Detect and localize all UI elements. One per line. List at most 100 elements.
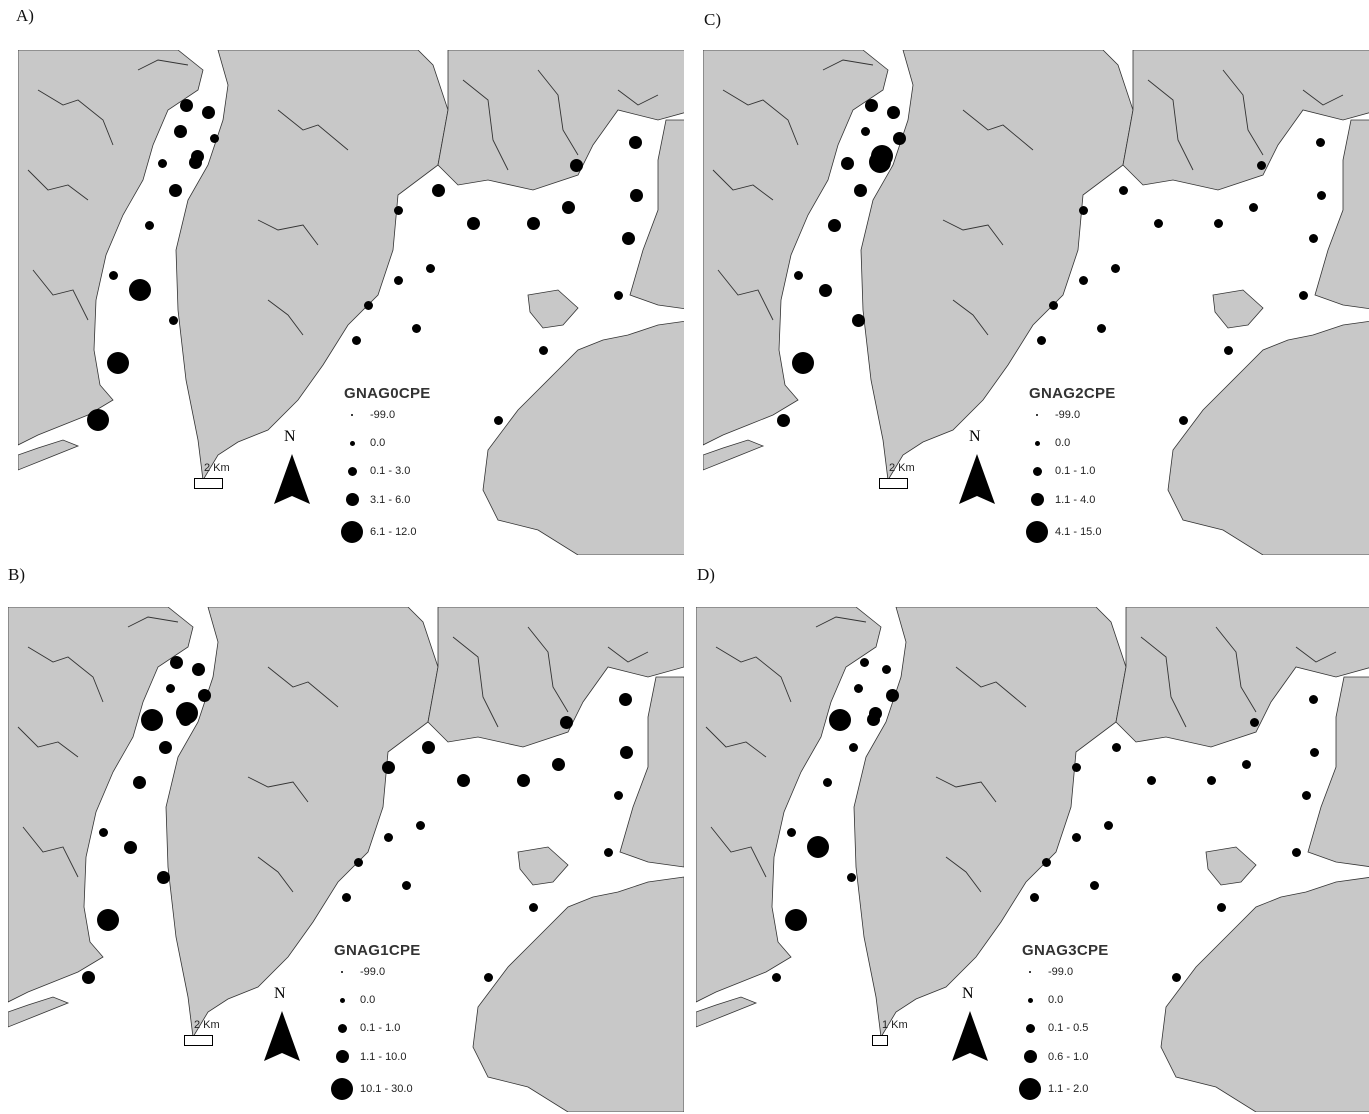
legend-symbol — [328, 1078, 356, 1100]
legend-symbol — [338, 521, 366, 543]
sampling-station-dot — [851, 313, 865, 327]
legend-item: 0.1 - 1.0 — [1023, 465, 1095, 477]
river-line — [257, 219, 319, 246]
river-line — [462, 79, 509, 171]
sampling-station-dot — [97, 909, 119, 931]
legend-item: -99.0 — [328, 966, 385, 978]
land-spit — [527, 289, 579, 329]
river-line — [1222, 69, 1264, 156]
map-panel-a: GNAG0CPE -99.0 0.0 0.1 - 3.0 3.1 - 6.0 6.1 - … — [18, 50, 684, 555]
sampling-station-dot — [1206, 775, 1216, 785]
river-line — [945, 856, 982, 893]
sampling-station-dot — [792, 352, 814, 374]
north-arrow-label: N — [962, 985, 974, 1002]
sampling-station-dot — [156, 870, 170, 884]
sampling-station-dot — [793, 270, 803, 280]
river-line — [962, 109, 1034, 151]
sampling-station-dot — [603, 847, 613, 857]
sampling-station-dot — [1071, 762, 1081, 772]
sampling-station-dot — [108, 270, 118, 280]
sampling-station-dot — [818, 283, 832, 297]
sampling-station-dot — [1216, 902, 1226, 912]
legend-symbol — [1016, 997, 1044, 1003]
sampling-station-dot — [493, 415, 503, 425]
panel-label-b: B) — [8, 565, 25, 584]
legend-label: -99.0 — [1048, 966, 1074, 978]
sampling-station-dot — [1309, 747, 1319, 757]
sampling-station-dot — [559, 715, 573, 729]
legend-symbol — [1016, 1023, 1044, 1033]
legend-symbol — [1023, 521, 1051, 543]
sampling-station-dot — [353, 857, 363, 867]
land-central — [853, 607, 1127, 1039]
sampling-station-dot — [776, 413, 790, 427]
legend-item: -99.0 — [1023, 409, 1080, 421]
sampling-station-dot — [881, 664, 891, 674]
river-line — [127, 616, 179, 628]
map-panel-c: GNAG2CPE -99.0 0.0 0.1 - 1.0 1.1 - 4.0 4.1 - … — [703, 50, 1369, 555]
land-sw — [696, 996, 758, 1028]
legend-symbol — [1016, 1050, 1044, 1063]
river-line — [1295, 646, 1337, 663]
sampling-station-dot — [129, 279, 151, 301]
sampling-station-dot — [168, 315, 178, 325]
sampling-station-dot — [629, 188, 643, 202]
sampling-station-dot — [618, 692, 632, 706]
river-line — [137, 59, 189, 71]
river-line — [1147, 79, 1194, 171]
river-line — [17, 726, 79, 758]
north-arrow-icon — [959, 454, 995, 504]
sampling-station-dot — [1291, 847, 1301, 857]
legend-label: 0.1 - 1.0 — [1055, 465, 1096, 477]
legend-symbol — [1016, 971, 1044, 973]
sampling-station-dot — [859, 657, 869, 667]
legend-item: 0.0 — [328, 994, 375, 1006]
sampling-station-dot — [853, 183, 867, 197]
legend-symbol — [338, 414, 366, 416]
sampling-station-dot — [87, 409, 109, 431]
sampling-station-dot — [885, 688, 899, 702]
sampling-station-dot — [431, 183, 445, 197]
sampling-station-dot — [123, 840, 137, 854]
river-line — [942, 219, 1004, 246]
sampling-station-dot — [132, 775, 146, 789]
river-line — [527, 626, 569, 713]
north-arrow-label: N — [969, 428, 981, 445]
legend-dot — [351, 414, 353, 416]
sampling-station-dot — [785, 909, 807, 931]
legend-symbol — [338, 440, 366, 446]
sampling-station-dot — [619, 745, 633, 759]
sampling-station-dot — [1036, 335, 1046, 345]
land-east — [1307, 676, 1369, 867]
legend-dot — [1023, 1050, 1037, 1063]
sampling-station-dot — [528, 902, 538, 912]
legend-symbol — [328, 997, 356, 1003]
sampling-station-dot — [1111, 742, 1121, 752]
legend-label: 6.1 - 12.0 — [370, 526, 417, 538]
legend-symbol — [328, 1050, 356, 1063]
legend-dot — [1029, 971, 1031, 973]
sampling-station-dot — [351, 335, 361, 345]
sampling-station-dot — [466, 216, 480, 230]
river-line — [952, 299, 989, 336]
sampling-station-dot — [401, 880, 411, 890]
legend-dot — [339, 997, 345, 1003]
legend-item: 1.1 - 2.0 — [1016, 1078, 1088, 1100]
sampling-station-dot — [381, 760, 395, 774]
sampling-station-dot — [201, 105, 215, 119]
land-ne — [1122, 50, 1369, 191]
river-line — [617, 89, 659, 106]
legend-symbol — [328, 1023, 356, 1033]
scale-bar — [872, 1035, 888, 1046]
sampling-station-dot — [1308, 694, 1318, 704]
land-sw — [703, 439, 765, 471]
river-line — [452, 636, 499, 728]
sampling-station-dot — [551, 757, 565, 771]
legend-item: 0.0 — [1016, 994, 1063, 1006]
legend-symbol — [1023, 414, 1051, 416]
sampling-station-dot — [526, 216, 540, 230]
sampling-station-dot — [188, 155, 202, 169]
land-west — [696, 607, 882, 1003]
sampling-station-dot — [1178, 415, 1188, 425]
land-se — [1160, 877, 1369, 1112]
